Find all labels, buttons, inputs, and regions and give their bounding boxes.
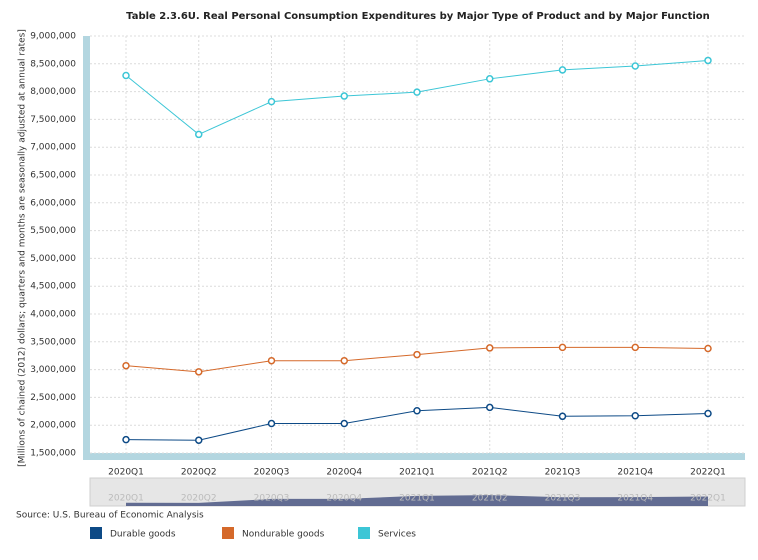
data-point — [486, 403, 494, 412]
navigator-area — [126, 495, 708, 506]
data-point — [340, 356, 348, 365]
x-tick-label: 2020Q1 — [108, 468, 144, 478]
y-tick-label: 3,000,000 — [30, 365, 76, 375]
data-point — [122, 71, 130, 80]
x-tick-label: 2020Q3 — [254, 468, 290, 478]
y-tick-label: 2,000,000 — [30, 421, 76, 431]
y-tick-label: 6,500,000 — [30, 171, 76, 181]
data-point — [631, 62, 639, 70]
data-point — [413, 88, 421, 96]
y-tick-label: 8,000,000 — [30, 87, 76, 97]
data-point — [558, 412, 567, 421]
x-axis-bar — [83, 453, 745, 460]
y-tick-label: 4,000,000 — [30, 310, 76, 320]
data-point — [413, 406, 421, 415]
chart-title: Table 2.3.6U. Real Personal Consumption … — [126, 11, 710, 22]
y-tick-label: 7,500,000 — [30, 115, 76, 125]
navigator-label: 2020Q2 — [181, 494, 217, 504]
data-point — [631, 411, 639, 420]
x-tick-label: 2020Q2 — [181, 468, 217, 478]
data-point — [267, 356, 276, 365]
data-point — [195, 436, 203, 444]
data-point — [340, 419, 348, 428]
y-tick-label: 8,500,000 — [30, 59, 76, 69]
y-tick-label: 5,000,000 — [30, 254, 76, 264]
data-point — [631, 343, 639, 352]
data-point — [122, 361, 130, 370]
legend-label: Services — [378, 530, 416, 540]
x-tick-label: 2021Q3 — [545, 468, 581, 478]
y-tick-label: 2,500,000 — [30, 393, 76, 403]
navigator-label: 2021Q4 — [617, 494, 653, 504]
data-point — [195, 130, 203, 139]
navigator-label: 2021Q2 — [472, 494, 508, 504]
y-tick-label: 6,000,000 — [30, 198, 76, 208]
data-point — [558, 66, 567, 74]
legend-swatch — [90, 527, 102, 539]
data-point — [267, 97, 276, 106]
navigator-label: 2022Q1 — [690, 494, 726, 504]
x-tick-label: 2020Q4 — [326, 468, 362, 478]
data-point — [122, 435, 130, 444]
data-point — [340, 92, 348, 100]
y-tick-label: 3,500,000 — [30, 337, 76, 347]
legend-label: Durable goods — [110, 530, 176, 540]
data-point — [704, 409, 712, 418]
x-tick-label: 2021Q2 — [472, 468, 508, 478]
y-tick-label: 1,500,000 — [30, 449, 76, 459]
data-point — [267, 419, 276, 428]
navigator-label: 2021Q3 — [545, 494, 581, 504]
legend-label: Nondurable goods — [242, 530, 325, 540]
data-point — [486, 344, 494, 352]
navigator-label: 2020Q3 — [254, 494, 290, 504]
y-tick-label: 4,500,000 — [30, 282, 76, 292]
y-axis-label: [Millions of chained (2012) dollars; qua… — [18, 29, 28, 467]
y-axis-bar — [83, 36, 90, 460]
y-tick-label: 7,000,000 — [30, 143, 76, 153]
legend-swatch — [222, 527, 234, 539]
navigator-label: 2021Q1 — [399, 494, 435, 504]
x-tick-label: 2021Q4 — [617, 468, 653, 478]
x-tick-label: 2021Q1 — [399, 468, 435, 478]
data-point — [486, 75, 494, 83]
x-tick-label: 2022Q1 — [690, 468, 726, 478]
navigator-label: 2020Q1 — [108, 494, 144, 504]
legend-swatch — [358, 527, 370, 539]
y-tick-label: 5,500,000 — [30, 226, 76, 236]
data-point — [195, 368, 203, 376]
source: Source: U.S. Bureau of Economic Analysis — [16, 511, 204, 521]
data-point — [704, 344, 712, 353]
y-tick-label: 9,000,000 — [30, 32, 76, 42]
data-point — [558, 343, 567, 352]
navigator-label: 2020Q4 — [326, 494, 362, 504]
data-point — [704, 56, 712, 65]
data-point — [413, 350, 421, 359]
